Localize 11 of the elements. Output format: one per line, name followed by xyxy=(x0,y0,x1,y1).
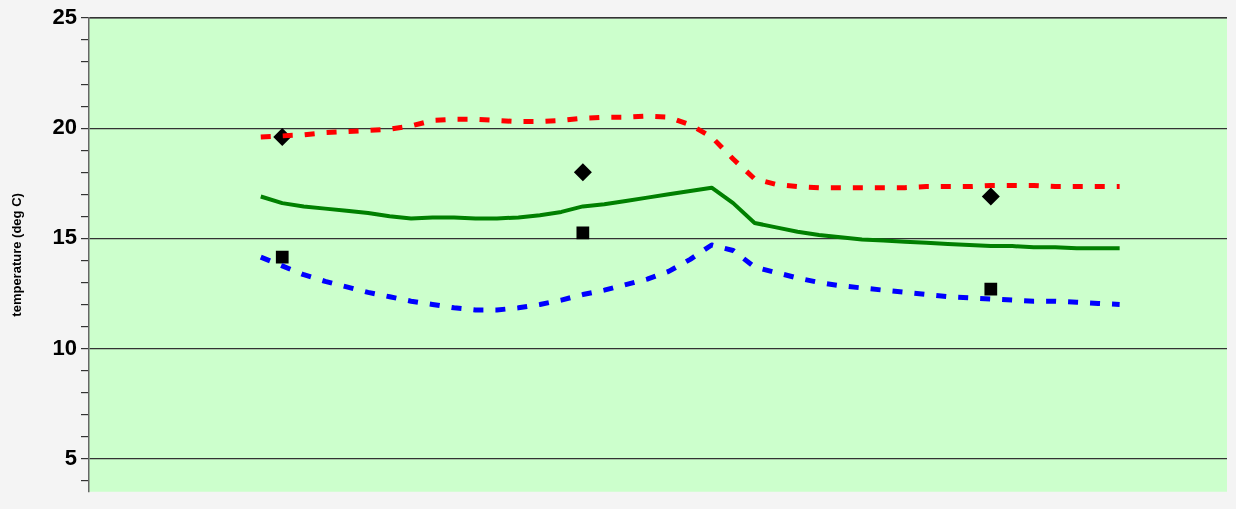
y-axis-title: temperature (deg C) xyxy=(9,193,25,317)
point xyxy=(981,187,1000,206)
y-tick-label: 25 xyxy=(52,4,77,30)
point xyxy=(984,282,998,296)
y-tick-label: 5 xyxy=(64,444,77,470)
y-tick-label: 10 xyxy=(52,334,77,360)
point xyxy=(275,250,289,264)
y-tick-label: 15 xyxy=(52,224,77,250)
y-tick-label: 20 xyxy=(52,114,77,140)
point xyxy=(573,163,592,182)
point xyxy=(576,226,590,240)
